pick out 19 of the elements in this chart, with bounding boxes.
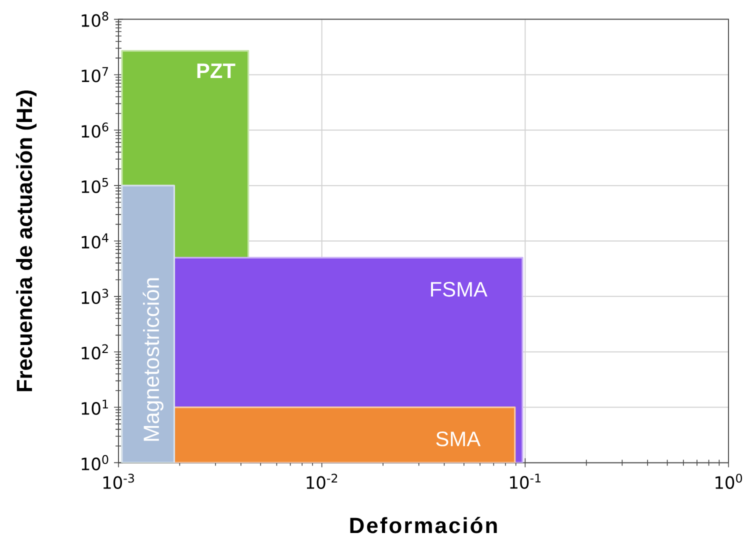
y-axis-title: Frecuencia de actuación (Hz) bbox=[16, 90, 37, 392]
y-tick-label: 10$^{2}$ bbox=[82, 344, 108, 360]
y-tick-label: 10$^{0}$ bbox=[82, 455, 108, 470]
y-tick-label: 10$^{3}$ bbox=[82, 288, 108, 304]
y-tick-label: 10$^{8}$ bbox=[82, 12, 108, 27]
x-tick-label: 10$^{-1}$ bbox=[510, 474, 541, 489]
x-tick-label: 10$^{-3}$ bbox=[103, 474, 134, 489]
y-tick-label: 10$^{1}$ bbox=[82, 400, 108, 415]
x-axis-title: Deformación bbox=[350, 516, 497, 534]
series-label: PZT bbox=[197, 64, 236, 78]
series-label: Magnetostricción bbox=[142, 278, 164, 441]
x-tick-label: 10$^{0}$ bbox=[716, 474, 742, 489]
y-tick-label: 10$^{5}$ bbox=[82, 178, 108, 194]
y-tick-label: 10$^{6}$ bbox=[82, 122, 108, 138]
series-label: FSMA bbox=[431, 282, 488, 297]
y-tick-label: 10$^{4}$ bbox=[82, 233, 108, 249]
y-tick-label: 10$^{7}$ bbox=[82, 67, 108, 82]
series-label: SMA bbox=[436, 431, 481, 446]
x-tick-label: 10$^{-2}$ bbox=[306, 474, 338, 489]
